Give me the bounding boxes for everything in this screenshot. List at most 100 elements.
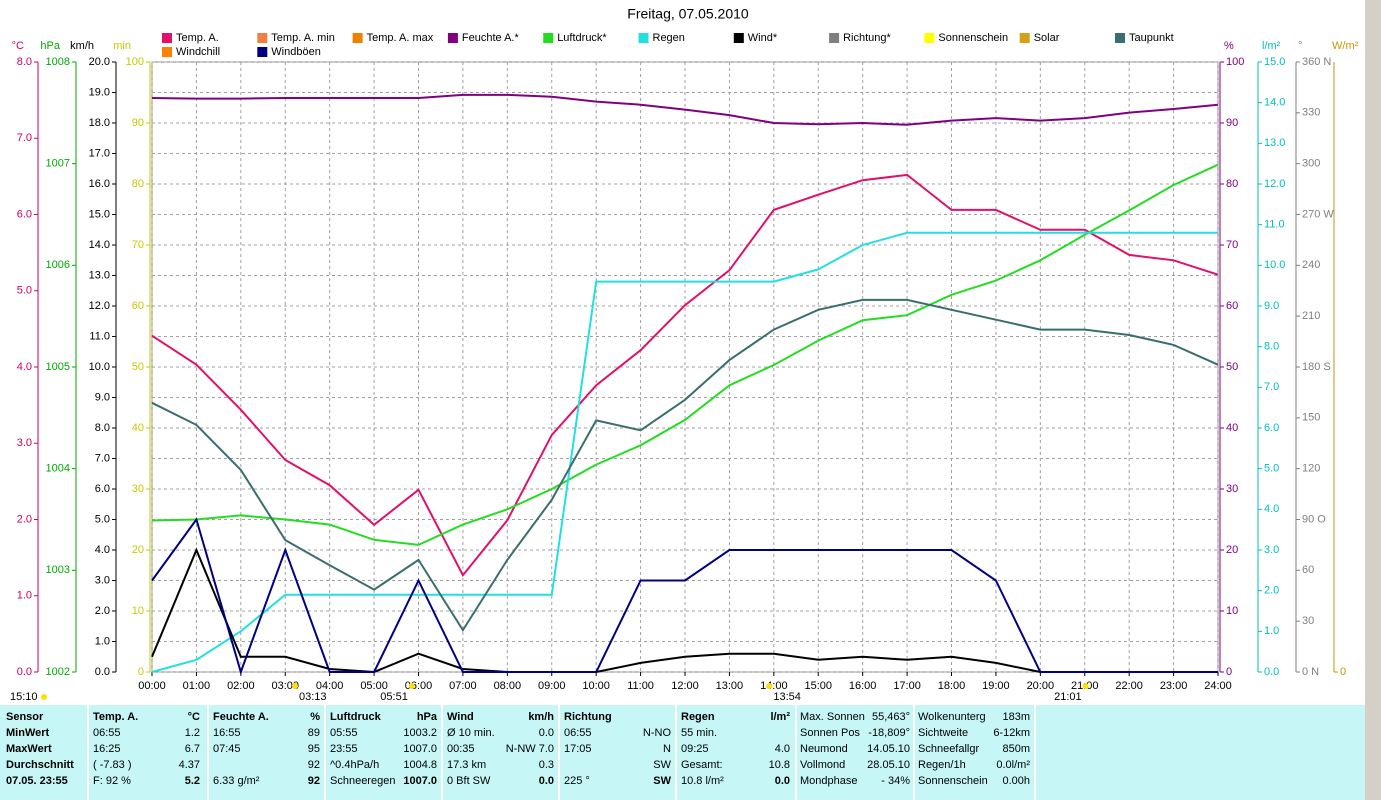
chart-title: Freitag, 07.05.2010 [627,6,749,22]
stats-label: 6.33 g/m² [213,775,260,787]
stats-unit: % [310,711,320,723]
stats-header: Luftdruck [330,711,382,723]
y-tick-label: 50 [1226,361,1238,373]
stats-value: 0.0l/m² [996,759,1030,771]
stats-label: Max. Sonnen [800,711,865,723]
y-tick-label: 15.0 [1264,56,1285,68]
y-tick-label: 90 [132,117,144,129]
y-tick-label: 2.0 [17,513,32,525]
stats-header: Richtung [564,711,612,723]
series-line [151,93,1219,126]
window-edge [1365,0,1381,800]
y-tick-label: 270 W [1302,208,1334,220]
x-tick-label: 18:00 [938,680,966,692]
stats-label: 06:55 [93,727,121,739]
stats-value: 183m [1002,711,1030,723]
y-tick-label: 90 [1226,117,1238,129]
legend-label: Feuchte A.* [462,32,520,44]
x-tick-label: 23:00 [1160,680,1188,692]
y-tick-label: 16.0 [89,178,110,190]
stats-label: 16:25 [93,743,121,755]
stats-value: 1.2 [185,727,200,739]
y-tick-label: 19.0 [89,86,110,98]
stats-value: 1004.8 [403,759,437,771]
axis-unit: km/h [70,40,94,52]
y-tick-label: 210 [1302,310,1320,322]
stats-value: 0.0 [539,727,554,739]
annotation: 13:54 [773,691,801,703]
series-line [151,173,1219,578]
legend-swatch [162,47,172,57]
legend-swatch [1115,33,1125,43]
y-tick-label: 9.0 [95,391,110,403]
y-tick-label: 13.0 [1264,137,1285,149]
legend-swatch [543,33,554,43]
y-tick-label: 10.0 [1264,259,1285,271]
legend-label: Sonnenschein [938,32,1008,44]
stats-value: 6-12km [993,727,1030,739]
axis-unit: l/m² [1262,40,1281,52]
stats-value: 0.0 [775,775,790,787]
axis-unit: W/m² [1332,40,1359,52]
y-tick-label: 11.0 [1264,219,1285,231]
y-tick-label: 0 [1226,666,1232,678]
sun-marker [1082,683,1089,689]
stats-label: Neumond [800,743,848,755]
y-tick-label: 70 [132,239,144,251]
y-tick-label: 11.0 [89,330,110,342]
stats-value: 92 [308,759,320,771]
stats-header: Sensor [6,711,44,723]
stats-value: 1007.0 [403,743,437,755]
stats-label: Vollmond [800,759,845,771]
stats-panel [0,705,1365,800]
x-tick-label: 02:00 [227,680,255,692]
stats-value: 0.0 [539,775,554,787]
y-tick-label: 80 [132,178,144,190]
stats-value: 5.2 [185,775,200,787]
stats-label: Wolkenunterg [918,711,986,723]
y-tick-label: 3.0 [1264,544,1279,556]
stats-label: 17:05 [564,743,592,755]
y-tick-label: 80 [1226,178,1238,190]
y-tick-label: 1008 [46,56,70,68]
stats-label: 07:45 [213,743,241,755]
y-tick-label: 10 [132,605,144,617]
y-tick-label: 40 [132,422,144,434]
y-tick-label: 2.0 [95,605,110,617]
stats-value: 0.00h [1002,775,1030,787]
stats-value: N-NO [643,727,672,739]
y-tick-label: 12.0 [1264,178,1285,190]
y-tick-label: 100 [1226,56,1244,68]
y-tick-label: 10.0 [89,361,110,373]
y-tick-label: 6.0 [95,483,110,495]
y-tick-label: 1.0 [95,635,110,647]
stats-value: 6.7 [185,743,200,755]
y-tick-label: 150 [1302,412,1320,424]
y-tick-label: 0 N [1302,666,1319,678]
x-tick-label: 15:00 [804,680,832,692]
stats-unit: l/m² [770,711,790,723]
stats-header: Regen [681,711,715,723]
y-tick-label: 7.0 [95,452,110,464]
stats-value: 92 [308,775,320,787]
stats-label: Schneefallgr [918,743,979,755]
stats-value: SW [653,759,671,771]
stats-label: 23:55 [330,743,358,755]
series-line [151,298,1219,632]
legend-swatch [257,47,268,57]
stats-label: Sichtweite [918,727,968,739]
y-tick-label: 4.0 [95,544,110,556]
y-tick-label: 240 [1302,259,1320,271]
stats-label: 17.3 km [447,759,486,771]
y-tick-label: 4.0 [1264,503,1279,515]
stats-label: Gesamt: [681,759,723,771]
annotation: 05:51 [380,691,408,703]
stats-value: 1007.0 [403,775,437,787]
y-tick-label: 30 [1302,615,1314,627]
stats-label: Ø 10 min. [447,727,495,739]
legend-swatch [733,33,744,43]
series-line [151,163,1219,546]
legend-swatch [924,33,935,43]
y-tick-label: 12.0 [89,300,110,312]
x-tick-label: 09:00 [538,680,566,692]
